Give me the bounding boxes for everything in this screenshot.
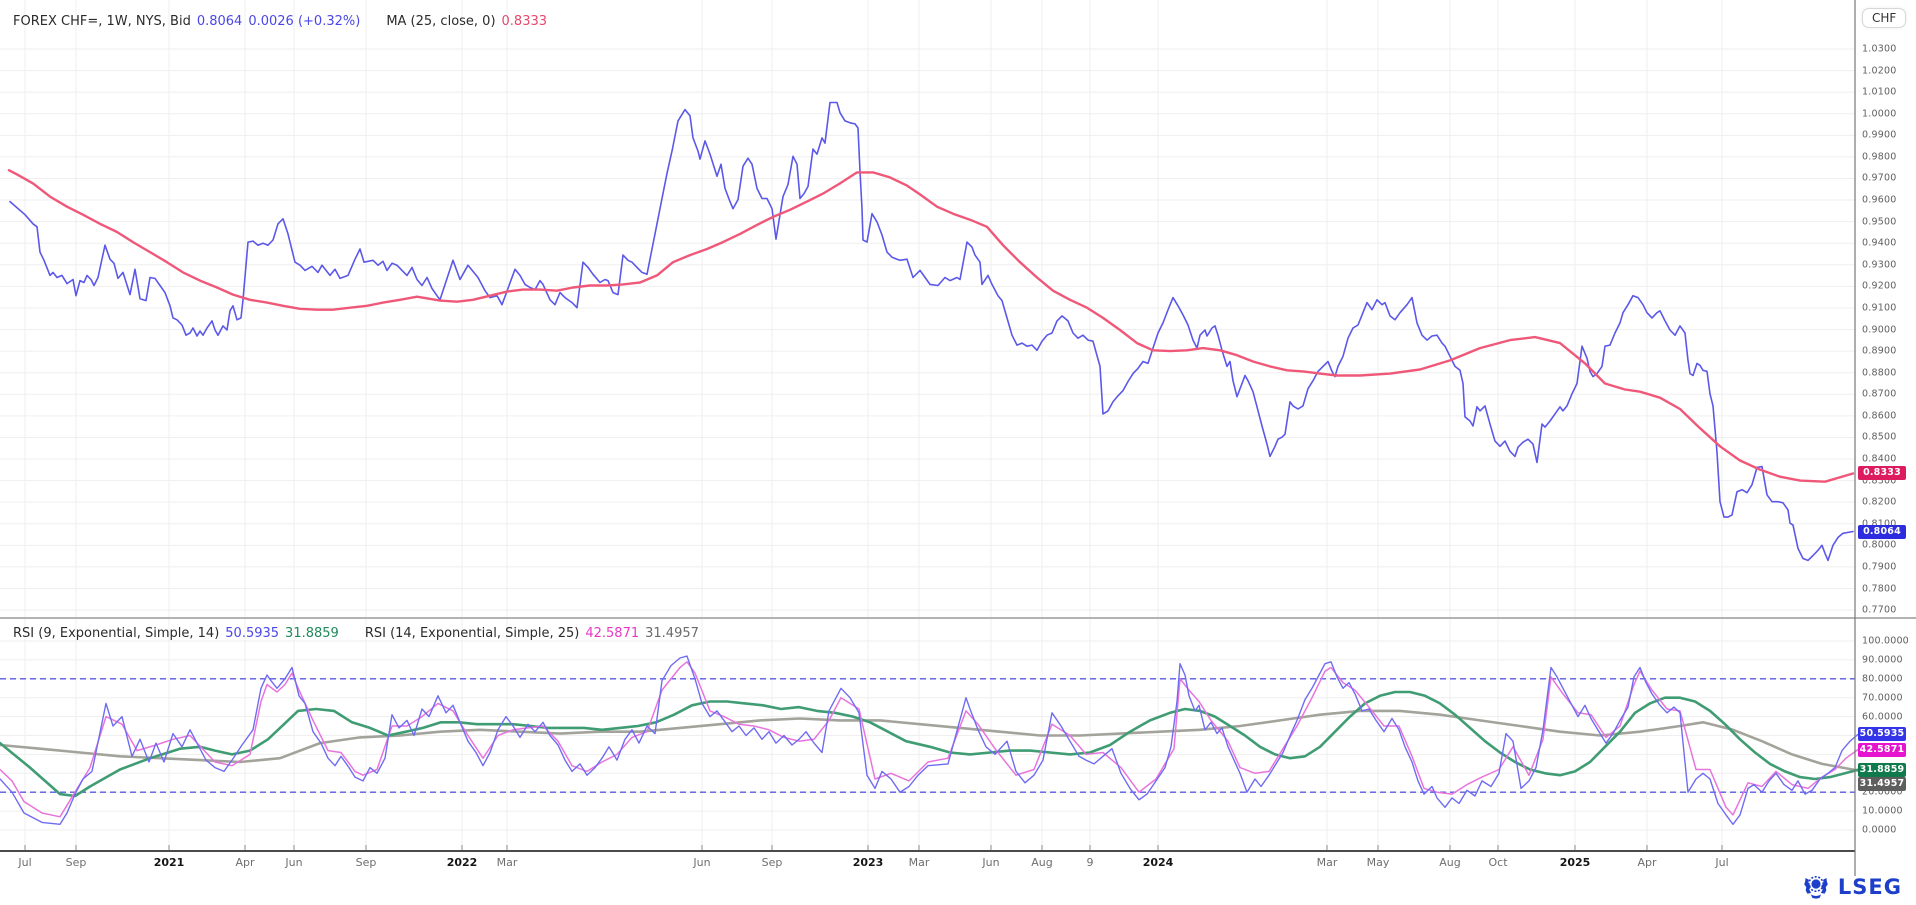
rsi2-signal-value: 31.4957 (645, 626, 699, 641)
axis-tick-label: 1.0000 (1862, 108, 1897, 120)
axis-tick-label: 0.7800 (1862, 583, 1897, 594)
axis-tick-label: 1.0300 (1862, 43, 1897, 55)
axis-value-badge: 50.5935 (1858, 727, 1906, 742)
date-label: May (1366, 856, 1390, 869)
date-label: Aug (1031, 856, 1053, 869)
axis-tick-label: 0.9700 (1862, 172, 1897, 184)
axis-tick-label: 0.8100 (1862, 518, 1896, 529)
axis-tick-label: 0.9400 (1862, 237, 1897, 249)
price-pane-legend: FOREX CHF=, 1W, NYS, Bid 0.8064 0.0026 (… (13, 14, 547, 29)
lseg-logo-text: LSEG (1837, 875, 1902, 899)
axis-tick-label: 0.9600 (1862, 194, 1897, 206)
axis-tick-label: 0.8300 (1862, 475, 1897, 487)
axis-tick-label: 90.0000 (1862, 654, 1903, 666)
date-label: Mar (908, 856, 930, 869)
rsi14_magenta-line (0, 661, 1859, 818)
axis-tick-label: 1.0100 (1862, 86, 1897, 98)
symbol-info: FOREX CHF=, 1W, NYS, Bid (13, 14, 191, 29)
axis-tick-label: 0.8800 (1862, 367, 1897, 379)
date-label: Aug (1439, 856, 1461, 869)
date-label: 9 (1086, 856, 1094, 869)
axis-tick-label: 0.9100 (1862, 302, 1897, 314)
axis-tick-label: 80.0000 (1862, 673, 1903, 685)
date-label: 2025 (1559, 856, 1591, 869)
date-label: Mar (496, 856, 518, 869)
rsi9_signal_green-line (0, 690, 1860, 798)
axis-tick-label: 0.7900 (1862, 561, 1897, 573)
date-label: Apr (235, 856, 255, 869)
currency-axis-chip[interactable]: CHF (1862, 8, 1907, 28)
axis-tick-label: 0.8900 (1862, 345, 1897, 357)
axis-value-badge: 0.8064 (1858, 524, 1906, 539)
ma-label: MA (25, close, 0) (386, 14, 496, 29)
ma_25-line (7, 169, 1855, 483)
rsi9_blue-line (0, 655, 1859, 825)
bid-line (9, 101, 1854, 562)
axis-tick-label: 0.9900 (1862, 129, 1897, 141)
date-label: Sep (65, 856, 87, 869)
rsi1-signal-value: 31.8859 (285, 626, 339, 641)
date-label: Jun (285, 856, 303, 869)
rsi1-value: 50.5935 (225, 626, 280, 641)
date-label: 2023 (852, 856, 884, 869)
date-label: Mar (1316, 856, 1338, 869)
date-label: Oct (1488, 856, 1508, 869)
date-label: Jun (693, 856, 711, 869)
axis-tick-label: 0.9000 (1862, 324, 1897, 336)
rsi1-label: RSI (9, Exponential, Simple, 14) (13, 626, 220, 641)
lseg-crest-icon (1804, 876, 1828, 899)
axis-value-badge: 0.8333 (1858, 466, 1906, 481)
axis-tick-label: 0.8000 (1862, 539, 1897, 551)
date-label: 2021 (153, 856, 185, 869)
axis-tick-label: 10.0000 (1862, 805, 1903, 817)
axis-tick-label: 0.9500 (1862, 216, 1897, 228)
axis-tick-label: 60.0000 (1862, 711, 1903, 723)
axis-value-badge: 31.8859 (1858, 762, 1906, 777)
axis-tick-label: 0.0000 (1862, 824, 1897, 836)
axis-tick-label: 0.8400 (1862, 453, 1897, 465)
axis-tick-label: 0.9300 (1862, 259, 1897, 271)
axis-tick-label: 0.8500 (1862, 431, 1897, 443)
axis-tick-label: 0.8200 (1862, 496, 1897, 508)
date-label: 2022 (446, 856, 478, 869)
axis-tick-label: 0.7700 (1862, 604, 1897, 616)
axis-tick-label: 1.0200 (1862, 65, 1897, 77)
lseg-logo: LSEG (1801, 874, 1902, 900)
axis-value-badge: 42.5871 (1858, 742, 1906, 757)
date-label: Sep (355, 856, 377, 869)
axis-tick-label: 0.8600 (1862, 410, 1897, 422)
change-value: 0.0026 (+0.32%) (248, 14, 361, 29)
axis-tick-label: 0.9200 (1862, 280, 1897, 292)
date-label: Jul (18, 856, 32, 869)
date-label: Apr (1637, 856, 1657, 869)
date-label: Sep (761, 856, 783, 869)
axis-value-badge: 31.4957 (1858, 776, 1906, 791)
date-label: 2024 (1142, 856, 1174, 869)
rsi2-label: RSI (14, Exponential, Simple, 25) (364, 626, 580, 641)
axis-tick-label: 20.0000 (1862, 786, 1903, 798)
axis-tick-label: 70.0000 (1862, 692, 1903, 704)
ma-value: 0.8333 (501, 14, 548, 29)
date-label: Jun (982, 856, 1000, 869)
rsi2-value: 42.5871 (585, 626, 640, 641)
last-value: 0.8064 (196, 14, 243, 29)
axis-tick-label: 0.9800 (1862, 151, 1897, 163)
rsi-pane-legend: RSI (9, Exponential, Simple, 14) 50.5935… (13, 626, 699, 641)
axis-tick-label: 100.0000 (1862, 635, 1909, 647)
axis-tick-label: 0.8700 (1862, 388, 1897, 400)
date-label: Jul (1715, 856, 1729, 869)
